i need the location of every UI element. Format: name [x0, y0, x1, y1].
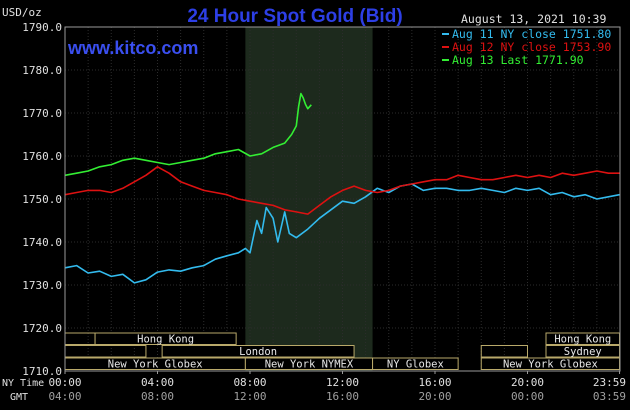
series-line-2: [64, 92, 312, 177]
session-label: New York NYMEX: [265, 359, 354, 371]
session-band: [372, 357, 459, 370]
legend: Aug 11 NY close 1751.80 Aug 12 NY close …: [442, 27, 611, 67]
y-tick-label: 1770.0: [22, 107, 62, 120]
session-label: NY Globex: [387, 359, 444, 371]
series-line-1: [64, 166, 620, 215]
x-tick-label-ny: 20:00: [511, 376, 544, 389]
x-row-label-gmt: GMT: [10, 392, 28, 403]
session-label: New York Globex: [108, 359, 203, 371]
y-tick-label: 1760.0: [22, 150, 62, 163]
y-tick-label: 1720.0: [22, 322, 62, 335]
x-tick-label-ny: 00:00: [48, 376, 81, 389]
session-label: Hong Kong: [137, 334, 194, 346]
session-band-empty: [480, 345, 528, 358]
x-tick-label-gmt: 08:00: [141, 390, 174, 403]
series-line-0: [64, 183, 620, 284]
x-tick-label-ny: 12:00: [326, 376, 359, 389]
session-label: Hong Kong: [554, 334, 611, 346]
y-tick-label: 1710.0: [22, 365, 62, 378]
x-tick-label-gmt: 04:00: [48, 390, 81, 403]
y-tick-label: 1780.0: [22, 64, 62, 77]
y-unit-label: USD/oz: [2, 6, 42, 19]
legend-entry-aug13: Aug 13 Last 1771.90: [452, 53, 584, 67]
x-tick-label-ny: 04:00: [141, 376, 174, 389]
session-label: Sydney: [564, 346, 602, 358]
session-label: London: [239, 346, 277, 358]
x-tick-label-gmt: 12:00: [233, 390, 266, 403]
timestamp: August 13, 2021 10:39: [461, 12, 606, 26]
x-tick-label-gmt: 20:00: [418, 390, 451, 403]
session-label: New York Globex: [503, 359, 598, 371]
y-tick-label: 1740.0: [22, 236, 62, 249]
y-tick-label: 1730.0: [22, 279, 62, 292]
x-tick-label-gmt: 03:59: [593, 390, 626, 403]
y-tick-label: 1750.0: [22, 193, 62, 206]
axes: 1790.0 1780.0 1770.0 1760.0 1750.0 1740.0 1730…: [22, 21, 626, 403]
legend-entry-aug12: Aug 12 NY close 1753.90: [452, 40, 611, 54]
session-band: [94, 332, 237, 345]
y-tick-label: 1790.0: [22, 21, 62, 34]
x-tick-label-gmt: 00:00: [511, 390, 544, 403]
grid-lines: [64, 26, 621, 372]
x-row-label-ny: NY Time: [2, 378, 44, 389]
x-tick-label-ny: 23:59: [593, 376, 626, 389]
session-band: [161, 345, 355, 358]
watermark-url: www.kitco.com: [67, 38, 198, 58]
legend-entry-aug11: Aug 11 NY close 1751.80: [452, 27, 611, 41]
x-tick-label-ny: 16:00: [418, 376, 451, 389]
x-tick-label-ny: 08:00: [233, 376, 266, 389]
x-tick-label-gmt: 16:00: [326, 390, 359, 403]
chart-title: 24 Hour Spot Gold (Bid): [187, 6, 402, 27]
price-series: [64, 92, 620, 284]
